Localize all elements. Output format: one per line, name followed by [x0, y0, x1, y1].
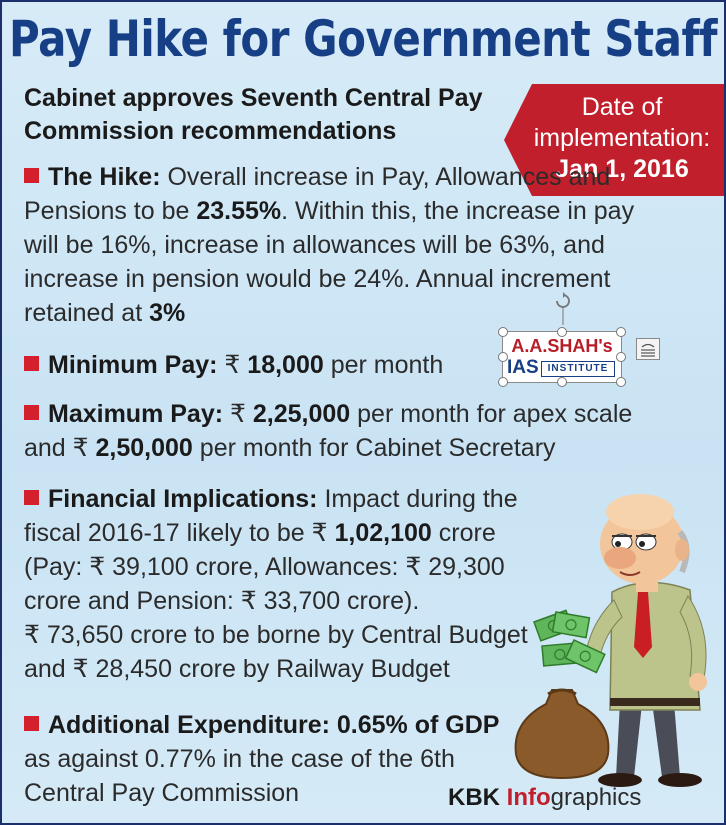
minimum-pay-rupee: ₹: [217, 351, 248, 379]
minimum-pay-label: Minimum Pay:: [48, 351, 218, 379]
hike-increment-value: 3%: [149, 299, 186, 327]
financial-text-2: crore: [431, 519, 496, 547]
resize-handle-right[interactable]: [616, 352, 626, 362]
minimum-pay-unit: per month: [323, 351, 444, 379]
date-value: Jan 1, 2016: [555, 155, 689, 183]
section-maximum-pay: Maximum Pay: ₹ 2,25,000 per month for ap…: [24, 397, 664, 465]
maximum-pay-text-2: per month for Cabinet Secretary: [192, 434, 556, 462]
section-financial-implications: Financial Implications: Impact during th…: [24, 482, 564, 686]
section-additional-expenditure: Additional Expenditure: 0.65% of GDP as …: [24, 708, 524, 810]
resize-handle-top-right[interactable]: [616, 327, 626, 337]
additional-line-1: Additional Expenditure: 0.65% of GDP: [24, 708, 524, 742]
maximum-pay-label: Maximum Pay:: [48, 400, 224, 428]
layout-options-glyph: [641, 343, 655, 357]
credit-graphics: graphics: [550, 784, 642, 811]
additional-text: as against 0.77% in the case of the 6th …: [24, 745, 455, 807]
minimum-pay-value: 18,000: [247, 351, 324, 379]
resize-handle-bottom-right[interactable]: [616, 377, 626, 387]
financial-total-value: 1,02,100: [334, 519, 432, 547]
resize-handle-bottom-left[interactable]: [498, 377, 508, 387]
watermark-ias: IAS INSTITUTE: [507, 358, 617, 378]
financial-label: Financial Implications:: [48, 485, 318, 513]
watermark-institute: INSTITUTE: [541, 361, 615, 377]
page-title: Pay Hike for Government Staff: [9, 10, 718, 68]
financial-breakdown: (Pay: ₹ 39,100 crore, Allowances: ₹ 29,3…: [24, 553, 505, 615]
resize-handle-top-left[interactable]: [498, 327, 508, 337]
officer-cartoon-icon: [514, 494, 707, 787]
bullet-square-icon: [24, 168, 39, 183]
credit-info: Info: [506, 784, 551, 811]
credit-line: KBK Infographics: [448, 784, 641, 812]
maximum-pay-apex-value: 2,25,000: [252, 400, 351, 428]
maximum-pay-secretary-value: 2,50,000: [95, 434, 193, 462]
watermark-title: A.A.SHAH's: [511, 336, 613, 356]
resize-handle-bottom[interactable]: [557, 377, 567, 387]
bullet-square-icon: [24, 716, 39, 731]
hike-label: The Hike:: [48, 163, 161, 191]
financial-budget-split: ₹ 73,650 crore to be borne by Central Bu…: [24, 621, 528, 683]
resize-handle-top[interactable]: [557, 327, 567, 337]
layout-options-icon[interactable]: [636, 338, 660, 360]
hike-text-2: . Within this, the increase in pay will …: [24, 197, 635, 327]
hike-text-1: Overall increase in Pay, Allowances and …: [24, 163, 611, 225]
maximum-pay-text: per month for apex scale and ₹: [24, 400, 633, 462]
rotate-handle-icon[interactable]: [553, 291, 573, 325]
maximum-pay-rupee: ₹: [223, 400, 253, 428]
watermark-logo[interactable]: A.A.SHAH's IAS INSTITUTE: [502, 331, 622, 383]
bullet-square-icon: [24, 405, 39, 420]
section-minimum-pay: Minimum Pay: ₹ 18,000 per month: [24, 348, 494, 382]
watermark-ias-text: IAS: [507, 357, 539, 378]
subtitle: Cabinet approves Seventh Central Pay Com…: [24, 84, 483, 145]
date-label: Date of implementation:: [533, 93, 711, 152]
section-hike: The Hike: Overall increase in Pay, Allow…: [24, 160, 654, 330]
financial-text-1: Impact during the fiscal 2016-17 likely …: [24, 485, 518, 547]
bullet-square-icon: [24, 490, 39, 505]
credit-kbk: KBK: [448, 784, 507, 811]
bullet-square-icon: [24, 356, 39, 371]
financial-line-1: Financial Implications: Impact during th…: [24, 482, 564, 550]
hike-overall-value: 23.55%: [196, 197, 282, 225]
resize-handle-left[interactable]: [498, 352, 508, 362]
date-badge-text: Date of implementation: Jan 1, 2016: [522, 92, 722, 185]
additional-label: Additional Expenditure: 0.65% of GDP: [48, 711, 500, 739]
date-badge: [504, 84, 724, 196]
